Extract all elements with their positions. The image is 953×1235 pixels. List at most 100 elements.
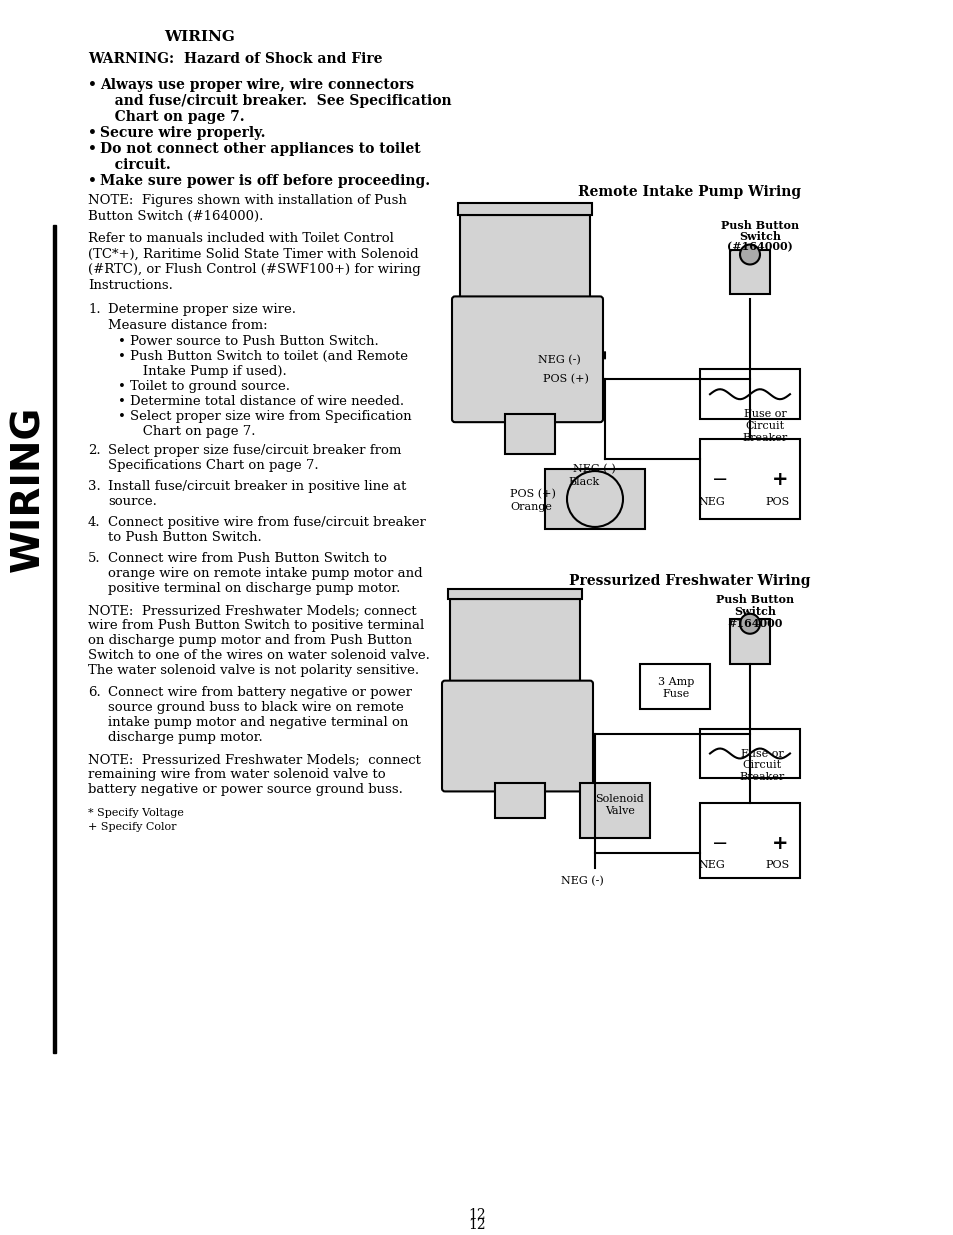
Text: 2.: 2.: [88, 445, 100, 457]
Text: WIRING: WIRING: [9, 406, 47, 572]
FancyBboxPatch shape: [700, 369, 800, 419]
Text: Valve: Valve: [604, 806, 635, 816]
Text: 4.: 4.: [88, 516, 100, 529]
Text: POS: POS: [765, 861, 789, 871]
Text: Push Button: Push Button: [720, 220, 799, 231]
Text: Connect wire from battery negative or power: Connect wire from battery negative or po…: [108, 685, 412, 699]
Text: •: •: [118, 410, 126, 424]
Text: WARNING:  Hazard of Shock and Fire: WARNING: Hazard of Shock and Fire: [88, 52, 382, 65]
Text: POS (+): POS (+): [542, 374, 588, 384]
Text: wire from Push Button Switch to positive terminal: wire from Push Button Switch to positive…: [88, 619, 424, 632]
Text: Switch: Switch: [733, 606, 775, 616]
Text: •: •: [88, 142, 97, 156]
Text: 5.: 5.: [88, 552, 100, 564]
Text: •: •: [118, 395, 126, 409]
Text: Switch: Switch: [739, 231, 781, 242]
Text: +: +: [771, 834, 787, 853]
Text: Make sure power is off before proceeding.: Make sure power is off before proceeding…: [100, 174, 430, 188]
FancyBboxPatch shape: [448, 589, 581, 599]
Text: to Push Button Switch.: to Push Button Switch.: [108, 531, 261, 543]
Text: Connect positive wire from fuse/circuit breaker: Connect positive wire from fuse/circuit …: [108, 516, 425, 529]
Text: Secure wire properly.: Secure wire properly.: [100, 126, 265, 140]
Text: Button Switch (#164000).: Button Switch (#164000).: [88, 210, 263, 222]
Text: NOTE:  Pressurized Freshwater Models;  connect: NOTE: Pressurized Freshwater Models; con…: [88, 753, 420, 767]
Circle shape: [740, 614, 760, 634]
Text: + Specify Color: + Specify Color: [88, 823, 176, 832]
FancyBboxPatch shape: [450, 599, 579, 689]
Text: positive terminal on discharge pump motor.: positive terminal on discharge pump moto…: [108, 582, 400, 595]
Text: Refer to manuals included with Toilet Control: Refer to manuals included with Toilet Co…: [88, 231, 394, 245]
Text: Power source to Push Button Switch.: Power source to Push Button Switch.: [130, 336, 378, 348]
Text: Switch to one of the wires on water solenoid valve.: Switch to one of the wires on water sole…: [88, 648, 430, 662]
FancyBboxPatch shape: [441, 680, 593, 792]
Text: on discharge pump motor and from Push Button: on discharge pump motor and from Push Bu…: [88, 634, 412, 647]
Text: Do not connect other appliances to toilet: Do not connect other appliances to toile…: [100, 142, 420, 156]
Text: Breaker: Breaker: [741, 433, 787, 443]
Text: Intake Pump if used).: Intake Pump if used).: [130, 366, 287, 378]
Text: WIRING: WIRING: [164, 30, 235, 44]
Text: Black: Black: [567, 477, 598, 487]
Text: The water solenoid valve is not polarity sensitive.: The water solenoid valve is not polarity…: [88, 663, 418, 677]
Text: 12: 12: [468, 1218, 485, 1231]
Text: NEG (-): NEG (-): [537, 356, 580, 366]
Text: 1.: 1.: [88, 304, 100, 316]
Text: Measure distance from:: Measure distance from:: [108, 320, 268, 332]
Text: NEG (-): NEG (-): [560, 877, 602, 887]
Text: Specifications Chart on page 7.: Specifications Chart on page 7.: [108, 459, 318, 472]
FancyBboxPatch shape: [639, 663, 709, 709]
Text: (TC*+), Raritime Solid State Timer with Solenoid: (TC*+), Raritime Solid State Timer with …: [88, 247, 418, 261]
FancyBboxPatch shape: [495, 783, 544, 819]
Text: Push Button Switch to toilet (and Remote: Push Button Switch to toilet (and Remote: [130, 351, 408, 363]
Text: Fuse or: Fuse or: [740, 748, 782, 758]
Text: 3.: 3.: [88, 480, 101, 493]
Text: Fuse: Fuse: [661, 689, 689, 699]
Text: −: −: [711, 834, 727, 853]
Text: NEG: NEG: [698, 861, 724, 871]
FancyBboxPatch shape: [700, 729, 800, 778]
Text: •: •: [118, 336, 126, 348]
Text: Breaker: Breaker: [739, 772, 783, 783]
Text: Toilet to ground source.: Toilet to ground source.: [130, 380, 290, 393]
Text: Determine total distance of wire needed.: Determine total distance of wire needed.: [130, 395, 404, 409]
Text: Chart on page 7.: Chart on page 7.: [130, 425, 255, 438]
Text: Pressurized Freshwater Wiring: Pressurized Freshwater Wiring: [569, 574, 810, 588]
Text: * Specify Voltage: * Specify Voltage: [88, 809, 184, 819]
Text: battery negative or power source ground buss.: battery negative or power source ground …: [88, 783, 402, 797]
Text: source ground buss to black wire on remote: source ground buss to black wire on remo…: [108, 700, 403, 714]
Text: NOTE:  Pressurized Freshwater Models; connect: NOTE: Pressurized Freshwater Models; con…: [88, 604, 416, 616]
Text: •: •: [88, 174, 97, 188]
Text: Chart on page 7.: Chart on page 7.: [100, 110, 244, 124]
Text: •: •: [88, 78, 97, 91]
Text: orange wire on remote intake pump motor and: orange wire on remote intake pump motor …: [108, 567, 422, 580]
Bar: [0, 0, 55, 1233]
FancyBboxPatch shape: [729, 249, 769, 294]
FancyBboxPatch shape: [544, 469, 644, 529]
Text: NEG: NEG: [698, 496, 724, 508]
FancyBboxPatch shape: [579, 783, 649, 839]
Text: Remote Intake Pump Wiring: Remote Intake Pump Wiring: [578, 185, 801, 199]
Text: Orange: Orange: [510, 501, 551, 513]
FancyBboxPatch shape: [457, 203, 592, 215]
Text: remaining wire from water solenoid valve to: remaining wire from water solenoid valve…: [88, 768, 385, 782]
Text: •: •: [118, 351, 126, 363]
Text: •: •: [88, 126, 97, 140]
Text: #164000: #164000: [726, 618, 781, 629]
Text: POS (+): POS (+): [510, 489, 556, 499]
Text: Install fuse/circuit breaker in positive line at: Install fuse/circuit breaker in positive…: [108, 480, 406, 493]
Text: (#RTC), or Flush Control (#SWF100+) for wiring: (#RTC), or Flush Control (#SWF100+) for …: [88, 263, 420, 277]
Text: intake pump motor and negative terminal on: intake pump motor and negative terminal …: [108, 715, 408, 729]
Text: source.: source.: [108, 495, 156, 508]
FancyBboxPatch shape: [700, 440, 800, 519]
Text: Fuse or: Fuse or: [742, 409, 785, 419]
Text: Determine proper size wire.: Determine proper size wire.: [108, 304, 295, 316]
Text: 6.: 6.: [88, 685, 101, 699]
Text: +: +: [771, 469, 787, 489]
Text: Select proper size fuse/circuit breaker from: Select proper size fuse/circuit breaker …: [108, 445, 401, 457]
Text: (#164000): (#164000): [726, 242, 792, 252]
Text: NEG (-): NEG (-): [573, 464, 615, 474]
Text: Circuit: Circuit: [744, 421, 783, 431]
Text: POS: POS: [765, 496, 789, 508]
Text: −: −: [711, 469, 727, 489]
Text: and fuse/circuit breaker.  See Specification: and fuse/circuit breaker. See Specificat…: [100, 94, 451, 107]
Bar: [53, 225, 56, 1053]
